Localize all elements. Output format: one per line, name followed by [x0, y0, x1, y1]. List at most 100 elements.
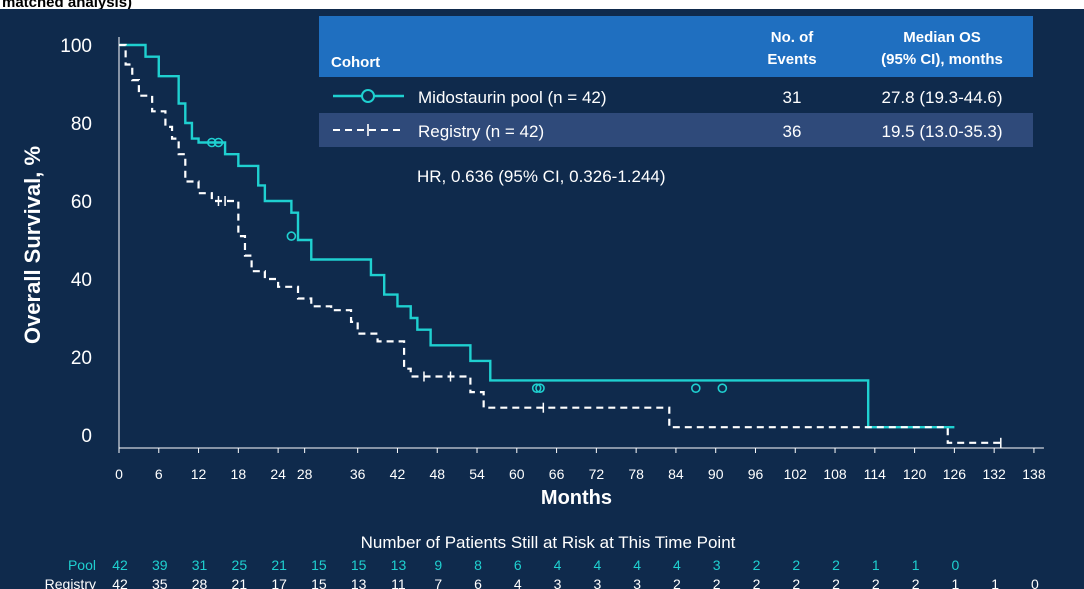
- risk-row-label: Pool: [68, 557, 96, 573]
- risk-value: 25: [232, 557, 248, 573]
- y-tick-label: 40: [71, 270, 92, 291]
- risk-value: 4: [514, 576, 522, 589]
- x-tick-label: 96: [748, 466, 764, 482]
- risk-value: 17: [271, 576, 287, 589]
- x-tick-label: 78: [628, 466, 644, 482]
- risk-value: 13: [391, 557, 407, 573]
- x-tick-label: 42: [390, 466, 406, 482]
- hr-annotation: HR, 0.636 (95% CI, 0.326-1.244): [417, 167, 666, 186]
- risk-value: 3: [593, 576, 601, 589]
- x-tick-label: 54: [469, 466, 485, 482]
- legend-row-label: Registry (n = 42): [418, 122, 544, 141]
- risk-value: 2: [832, 576, 840, 589]
- risk-value: 6: [514, 557, 522, 573]
- x-tick-label: 6: [155, 466, 163, 482]
- risk-row-label: Registry: [45, 576, 96, 589]
- legend-header-bg: [319, 16, 1033, 77]
- pool-censor-mark: [213, 137, 224, 148]
- x-tick-label: 132: [982, 466, 1006, 482]
- legend-header-events-line1: No. of: [771, 29, 814, 46]
- top-caption: matched analysis): [2, 0, 133, 11]
- x-tick-label: 84: [668, 466, 684, 482]
- legend-header-cohort: Cohort: [331, 54, 380, 71]
- x-tick-label: 108: [823, 466, 847, 482]
- risk-value: 2: [753, 557, 761, 573]
- risk-value: 2: [792, 557, 800, 573]
- risk-value: 2: [792, 576, 800, 589]
- risk-value: 2: [673, 576, 681, 589]
- y-tick-label: 60: [71, 192, 92, 213]
- x-tick-label: 0: [115, 466, 123, 482]
- legend-row-median: 19.5 (13.0-35.3): [882, 122, 1003, 141]
- pool-censor-mark: [691, 383, 701, 394]
- risk-table-title: Number of Patients Still at Risk at This…: [361, 533, 736, 552]
- x-tick-label: 120: [903, 466, 927, 482]
- pool-censor-mark: [531, 383, 542, 394]
- x-tick-label: 66: [549, 466, 565, 482]
- x-tick-label: 12: [191, 466, 207, 482]
- risk-value: 9: [434, 557, 442, 573]
- risk-value: 0: [1031, 576, 1039, 589]
- risk-value: 4: [554, 557, 562, 573]
- legend-row-events: 31: [783, 88, 802, 107]
- risk-value: 1: [951, 576, 959, 589]
- risk-value: 31: [192, 557, 208, 573]
- risk-value: 1: [912, 557, 920, 573]
- risk-value: 2: [753, 576, 761, 589]
- risk-value: 28: [192, 576, 208, 589]
- legend-header-events-line2: Events: [767, 51, 816, 68]
- legend-row2-bg: [319, 113, 1033, 147]
- risk-value: 42: [112, 557, 128, 573]
- x-tick-label: 114: [864, 466, 887, 482]
- x-tick-label: 24: [270, 466, 286, 482]
- x-tick-label: 36: [350, 466, 366, 482]
- risk-value: 21: [271, 557, 287, 573]
- y-tick-label: 20: [71, 348, 92, 369]
- risk-value: 7: [434, 576, 442, 589]
- risk-value: 8: [474, 557, 482, 573]
- risk-value: 3: [554, 576, 562, 589]
- y-axis-title: Overall Survival, %: [20, 146, 45, 344]
- risk-value: 21: [232, 576, 248, 589]
- risk-value: 35: [152, 576, 168, 589]
- risk-value: 39: [152, 557, 168, 573]
- y-tick-label: 100: [60, 36, 92, 57]
- legend-row1-bg: [319, 77, 1033, 113]
- risk-value: 15: [311, 576, 327, 589]
- x-tick-label: 72: [589, 466, 605, 482]
- pool-censor-mark: [286, 231, 297, 241]
- legend-header-median-line2: (95% CI), months: [881, 51, 1003, 68]
- legend-header-median-line1: Median OS: [903, 29, 981, 46]
- risk-value: 11: [391, 576, 406, 589]
- pool-curve: [119, 43, 955, 429]
- x-tick-label: 48: [429, 466, 445, 482]
- risk-value: 3: [713, 557, 721, 573]
- x-tick-label: 138: [1022, 466, 1046, 482]
- risk-value: 2: [872, 576, 880, 589]
- x-axis-title: Months: [541, 487, 612, 509]
- registry-curve: [119, 43, 1001, 444]
- legend-row-median: 27.8 (19.3-44.6): [882, 88, 1003, 107]
- x-tick-label: 18: [231, 466, 247, 482]
- x-tick-label: 60: [509, 466, 525, 482]
- risk-value: 2: [912, 576, 920, 589]
- legend-row-events: 36: [783, 122, 802, 141]
- risk-value: 4: [673, 557, 681, 573]
- y-tick-label: 80: [71, 114, 92, 135]
- risk-value: 1: [872, 557, 880, 573]
- pool-censor-mark: [207, 137, 217, 148]
- risk-value: 15: [311, 557, 327, 573]
- risk-value: 1: [991, 576, 999, 589]
- risk-value: 15: [351, 557, 367, 573]
- legend-pool-marker: [361, 89, 375, 103]
- pool-censor-mark: [717, 383, 728, 394]
- x-tick-label: 102: [784, 466, 808, 482]
- pool-censor-mark: [535, 383, 545, 394]
- risk-value: 4: [633, 557, 641, 573]
- risk-value: 0: [951, 557, 959, 573]
- risk-value: 6: [474, 576, 482, 589]
- legend-row-label: Midostaurin pool (n = 42): [418, 88, 607, 107]
- risk-value: 3: [633, 576, 641, 589]
